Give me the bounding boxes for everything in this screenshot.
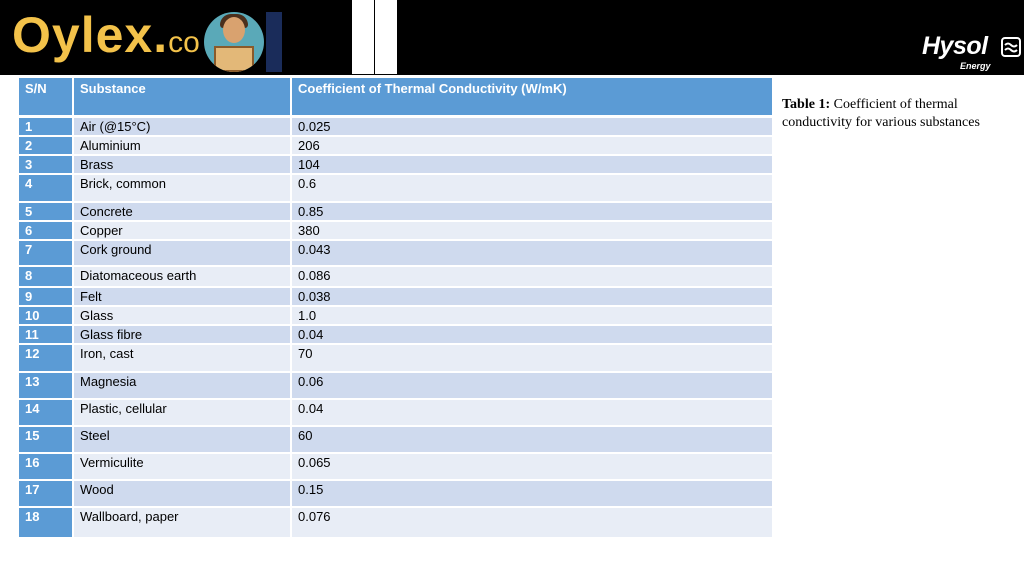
substance-cell: Plastic, cellular bbox=[73, 398, 292, 427]
sn-cell: 9 bbox=[19, 286, 74, 307]
substance-cell: Glass bbox=[73, 305, 292, 326]
table-row: 2 Aluminium 206 bbox=[19, 135, 774, 156]
substance-cell: Copper bbox=[73, 220, 292, 241]
sn-cell: 17 bbox=[19, 479, 74, 508]
table-row: 10 Glass 1.0 bbox=[19, 305, 774, 326]
column-header-coefficient: Coefficient of Thermal Conductivity (W/m… bbox=[291, 78, 774, 118]
substance-cell: Wood bbox=[73, 479, 292, 508]
conductivity-value-cell: 0.85 bbox=[291, 201, 774, 222]
sn-cell: 13 bbox=[19, 371, 74, 400]
table-row: 6 Copper 380 bbox=[19, 220, 774, 241]
table-row: 5 Concrete 0.85 bbox=[19, 201, 774, 222]
sn-cell: 12 bbox=[19, 343, 74, 373]
sn-cell: 1 bbox=[19, 116, 74, 137]
substance-cell: Brick, common bbox=[73, 173, 292, 203]
conductivity-value-cell: 0.086 bbox=[291, 265, 774, 288]
conductivity-value-cell: 0.065 bbox=[291, 452, 774, 481]
table-caption: Table 1: Coefficient of thermal conducti… bbox=[782, 96, 1018, 132]
conductivity-value-cell: 70 bbox=[291, 343, 774, 373]
substance-cell: Glass fibre bbox=[73, 324, 292, 345]
caption-label: Table 1: bbox=[782, 97, 831, 112]
sn-cell: 4 bbox=[19, 173, 74, 203]
conductivity-value-cell: 60 bbox=[291, 425, 774, 454]
conductivity-value-cell: 0.04 bbox=[291, 324, 774, 345]
sn-cell: 15 bbox=[19, 425, 74, 454]
sn-cell: 8 bbox=[19, 265, 74, 288]
sn-cell: 14 bbox=[19, 398, 74, 427]
brand-tld: co bbox=[168, 26, 200, 59]
sn-cell: 11 bbox=[19, 324, 74, 345]
brand-name: Oylex. bbox=[12, 7, 169, 63]
substance-cell: Felt bbox=[73, 286, 292, 307]
sn-cell: 16 bbox=[19, 452, 74, 481]
substance-cell: Vermiculite bbox=[73, 452, 292, 481]
substance-cell: Iron, cast bbox=[73, 343, 292, 373]
conductivity-value-cell: 206 bbox=[291, 135, 774, 156]
table-row: 16 Vermiculite 0.065 bbox=[19, 452, 774, 481]
conductivity-value-cell: 0.076 bbox=[291, 506, 774, 539]
conductivity-value-cell: 0.04 bbox=[291, 398, 774, 427]
conductivity-table: S/N Substance Coefficient of Thermal Con… bbox=[19, 78, 774, 539]
table-row: 12 Iron, cast 70 bbox=[19, 343, 774, 373]
table-row: 9 Felt 0.038 bbox=[19, 286, 774, 307]
table-row: 3 Brass 104 bbox=[19, 154, 774, 175]
hysol-wave-icon bbox=[1001, 37, 1021, 57]
reader-mascot-icon bbox=[204, 12, 264, 72]
sn-cell: 18 bbox=[19, 506, 74, 539]
table-row: 15 Steel 60 bbox=[19, 425, 774, 454]
substance-cell: Concrete bbox=[73, 201, 292, 222]
column-header-sn: S/N bbox=[19, 78, 74, 118]
hysol-logo[interactable]: Hysol bbox=[922, 32, 988, 60]
header-banner: Oylex. co Hysol Energy bbox=[0, 0, 1024, 75]
banner-divider-left bbox=[352, 0, 374, 74]
substance-cell: Aluminium bbox=[73, 135, 292, 156]
sn-cell: 2 bbox=[19, 135, 74, 156]
table-row: 17 Wood 0.15 bbox=[19, 479, 774, 508]
caption-text: Coefficient of thermal conductivity for … bbox=[782, 97, 980, 130]
conductivity-value-cell: 0.6 bbox=[291, 173, 774, 203]
substance-cell: Air (@15°C) bbox=[73, 116, 292, 137]
sn-cell: 5 bbox=[19, 201, 74, 222]
substance-cell: Cork ground bbox=[73, 239, 292, 267]
conductivity-value-cell: 0.06 bbox=[291, 371, 774, 400]
table-header-row: S/N Substance Coefficient of Thermal Con… bbox=[19, 78, 774, 118]
sn-cell: 6 bbox=[19, 220, 74, 241]
table-row: 14 Plastic, cellular 0.04 bbox=[19, 398, 774, 427]
conductivity-value-cell: 380 bbox=[291, 220, 774, 241]
oylex-logo[interactable]: Oylex. co bbox=[12, 6, 200, 66]
conductivity-value-cell: 0.043 bbox=[291, 239, 774, 267]
mascot-accent bbox=[266, 12, 282, 72]
column-header-substance: Substance bbox=[73, 78, 292, 118]
table-row: 11 Glass fibre 0.04 bbox=[19, 324, 774, 345]
sn-cell: 3 bbox=[19, 154, 74, 175]
table-row: 7 Cork ground 0.043 bbox=[19, 239, 774, 267]
substance-cell: Wallboard, paper bbox=[73, 506, 292, 539]
table-row: 18 Wallboard, paper 0.076 bbox=[19, 506, 774, 539]
sn-cell: 10 bbox=[19, 305, 74, 326]
substance-cell: Steel bbox=[73, 425, 292, 454]
banner-divider-right bbox=[375, 0, 397, 74]
conductivity-value-cell: 104 bbox=[291, 154, 774, 175]
conductivity-value-cell: 0.038 bbox=[291, 286, 774, 307]
table-row: 1 Air (@15°C) 0.025 bbox=[19, 116, 774, 137]
hysol-logo-subtitle: Energy bbox=[960, 61, 991, 71]
substance-cell: Brass bbox=[73, 154, 292, 175]
sn-cell: 7 bbox=[19, 239, 74, 267]
substance-cell: Diatomaceous earth bbox=[73, 265, 292, 288]
substance-cell: Magnesia bbox=[73, 371, 292, 400]
conductivity-value-cell: 1.0 bbox=[291, 305, 774, 326]
table-row: 4 Brick, common 0.6 bbox=[19, 173, 774, 203]
conductivity-value-cell: 0.15 bbox=[291, 479, 774, 508]
table-row: 13 Magnesia 0.06 bbox=[19, 371, 774, 400]
table-row: 8 Diatomaceous earth 0.086 bbox=[19, 265, 774, 288]
conductivity-value-cell: 0.025 bbox=[291, 116, 774, 137]
